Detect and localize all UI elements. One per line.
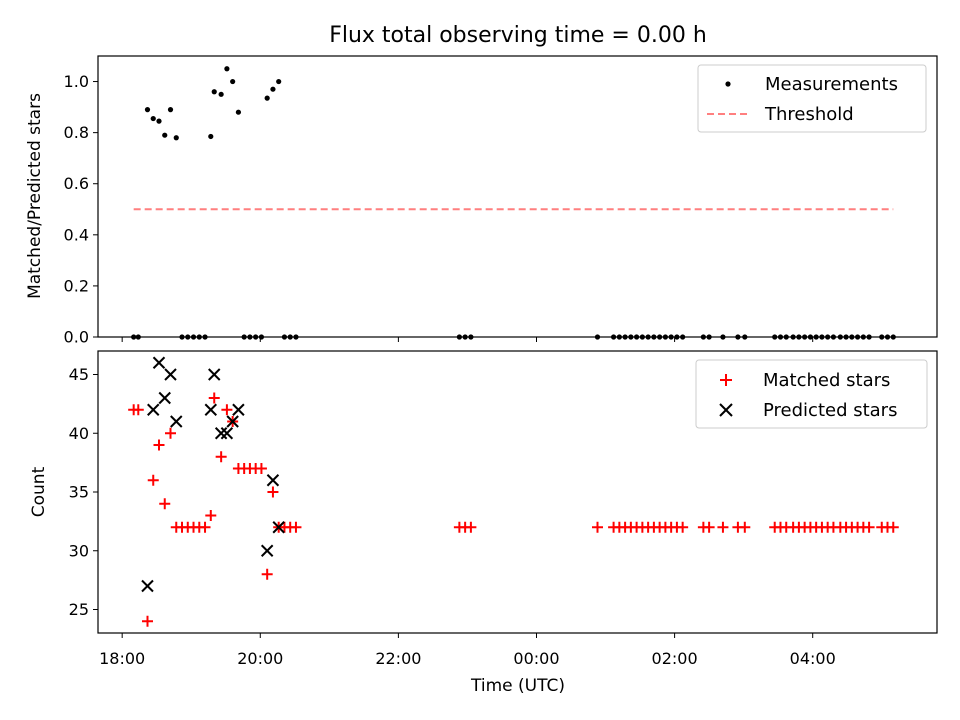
predicted-star-point xyxy=(152,356,166,369)
legend-threshold-label: Threshold xyxy=(764,104,854,125)
x-tick-label: 18:00 xyxy=(99,649,145,668)
bottom-legend-frame xyxy=(695,359,928,429)
y-tick-label: 0.6 xyxy=(64,174,89,193)
measurement-point xyxy=(156,118,162,124)
predicted-star-point xyxy=(260,544,274,557)
matched-star-point xyxy=(215,451,227,463)
measurement-point xyxy=(230,78,236,85)
bottom-panel: Count 25 30 35 40 45 Matched stars Predicted… xyxy=(29,350,938,634)
x-axis-label: Time (UTC) xyxy=(470,676,565,696)
matched-star-point xyxy=(261,568,273,580)
predicted-star-point xyxy=(170,415,183,428)
predicted-star-point xyxy=(147,403,160,416)
predicted-star-point xyxy=(272,521,285,534)
measurement-point xyxy=(173,135,179,141)
measurement-point xyxy=(235,109,242,115)
y-tick-label: 40 xyxy=(69,424,89,443)
measurement-point xyxy=(264,95,270,101)
top-panel-yticks: 0.0 0.2 0.4 0.6 0.8 1.0 xyxy=(64,72,98,347)
measurement-point xyxy=(211,89,217,95)
measurement-point xyxy=(167,107,174,113)
matched-star-point xyxy=(863,521,875,533)
matched-star-point xyxy=(208,392,220,404)
y-tick-label: 0.2 xyxy=(64,276,89,295)
top-panel: Matched/Predicted stars 0.0 0.2 0.4 0.6 0.8 1… xyxy=(25,55,938,347)
predicted-star-point xyxy=(226,415,239,428)
legend-matched-marker xyxy=(720,374,732,386)
matched-star-point xyxy=(199,521,211,533)
matched-star-point xyxy=(153,439,165,451)
measurement-point xyxy=(150,115,156,122)
x-tick-label: 20:00 xyxy=(237,649,283,668)
predicted-star-point xyxy=(232,403,245,416)
matched-star-point xyxy=(591,521,603,533)
bottom-panel-ylabel: Count xyxy=(29,466,49,517)
top-panel-frame xyxy=(97,55,938,338)
matched-star-point xyxy=(717,521,729,533)
matched-star-point xyxy=(290,521,302,533)
matched-star-point xyxy=(221,404,233,416)
matched-star-point xyxy=(267,486,279,498)
measurement-point xyxy=(270,86,276,92)
matched-star-point xyxy=(159,498,171,510)
matched-star-point xyxy=(703,521,715,533)
matched-star-point xyxy=(677,521,689,533)
figure-title: Flux total observing time = 0.00 h xyxy=(329,23,707,48)
top-panel-ylabel: Matched/Predicted stars xyxy=(25,93,45,299)
legend-matched-label: Matched stars xyxy=(763,370,890,391)
x-axis-ticks: 18:00 20:00 22:00 00:00 02:00 04:00 xyxy=(99,337,836,668)
legend-predicted-label: Predicted stars xyxy=(763,400,897,421)
top-panel-legend: Measurements Threshold xyxy=(697,64,927,133)
matched-star-point xyxy=(165,427,177,439)
y-tick-label: 35 xyxy=(69,483,89,502)
matched-stars-series xyxy=(128,392,899,627)
y-tick-label: 45 xyxy=(69,365,89,384)
y-tick-label: 25 xyxy=(69,600,89,619)
predicted-star-point xyxy=(158,391,171,405)
x-tick-label: 02:00 xyxy=(652,649,698,668)
legend-predicted-marker xyxy=(719,403,733,417)
legend-measurements-marker xyxy=(725,81,731,87)
measurement-point xyxy=(208,133,214,140)
matched-star-point xyxy=(141,615,153,627)
predicted-star-point xyxy=(141,579,154,593)
measurement-point xyxy=(276,78,282,85)
matched-star-point xyxy=(147,474,159,486)
top-legend-frame xyxy=(697,64,927,133)
matched-star-point xyxy=(887,521,899,533)
predicted-star-point xyxy=(214,427,228,440)
measurement-point xyxy=(144,107,151,113)
y-tick-label: 1.0 xyxy=(64,72,89,91)
matched-star-point xyxy=(465,521,477,533)
y-tick-label: 30 xyxy=(69,541,89,560)
matched-star-point xyxy=(255,463,267,474)
measurement-point xyxy=(162,132,168,138)
predicted-star-point xyxy=(220,427,234,440)
y-tick-label: 0.8 xyxy=(64,123,89,142)
matched-star-point xyxy=(739,521,751,533)
predicted-star-point xyxy=(164,368,177,381)
y-tick-label: 0.4 xyxy=(64,225,89,244)
measurement-point xyxy=(224,66,230,72)
predicted-star-point xyxy=(266,474,280,487)
bottom-panel-yticks: 25 30 35 40 45 xyxy=(69,365,98,619)
x-tick-label: 22:00 xyxy=(375,649,421,668)
y-tick-label: 0.0 xyxy=(64,328,89,347)
x-tick-label: 00:00 xyxy=(513,649,559,668)
matched-star-point xyxy=(132,404,144,416)
x-tick-label: 04:00 xyxy=(790,649,836,668)
predicted-star-point xyxy=(204,403,217,416)
predicted-star-point xyxy=(208,368,221,381)
predicted-stars-series xyxy=(141,356,285,593)
matched-star-point xyxy=(205,510,217,521)
bottom-panel-legend: Matched stars Predicted stars xyxy=(695,359,928,429)
legend-measurements-label: Measurements xyxy=(765,74,898,95)
measurement-point xyxy=(218,91,224,97)
